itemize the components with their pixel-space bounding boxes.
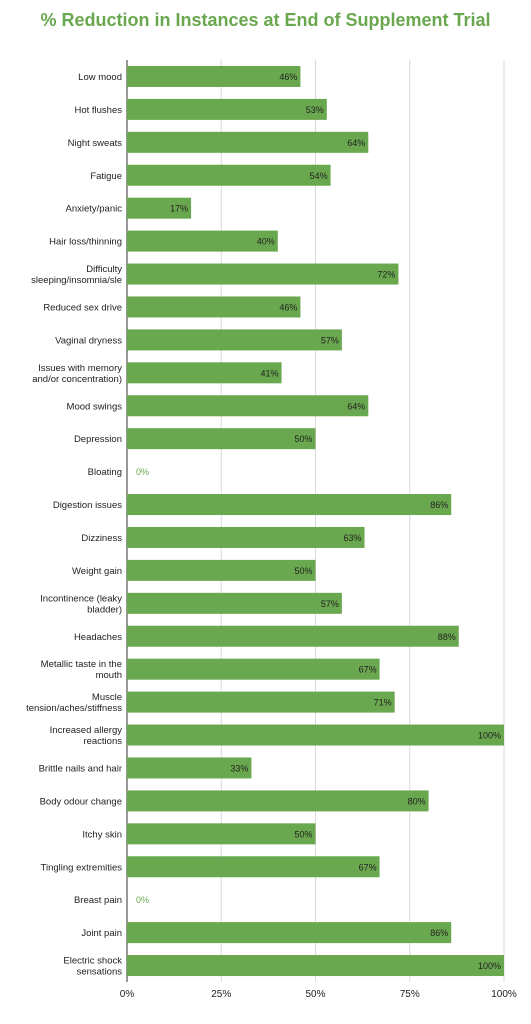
category-label: Anxiety/panic [65,204,122,215]
category-label: Night sweats [68,138,123,149]
data-label: 53% [306,105,324,115]
data-label: 88% [438,632,456,642]
bar [127,691,395,713]
category-label: Hair loss/thinning [49,237,122,248]
data-label: 50% [294,566,312,576]
bar [127,296,301,318]
data-label: 40% [257,237,275,247]
bar [127,164,331,186]
bar [127,823,316,845]
category-label: Body odour change [40,796,122,807]
bar [127,197,192,219]
category-label: Dizziness [81,533,122,544]
bar [127,757,252,779]
bar [127,230,278,252]
data-label: 46% [279,72,297,82]
bar [127,263,399,285]
data-label: 46% [279,302,297,312]
category-label: Depression [74,434,122,445]
data-label: 100% [478,961,501,971]
category-label: Itchy skin [82,829,122,840]
data-label: 54% [310,171,328,181]
category-label: Increased allergy reactions [50,725,123,747]
x-tick-label: 50% [305,989,325,1000]
data-label: 33% [230,763,248,773]
bar [127,856,380,878]
category-label: Bloating [88,467,122,478]
data-label: 0% [136,467,149,477]
bar [127,658,380,680]
bar [127,625,459,647]
category-label: Joint pain [81,928,122,939]
category-label: Difficulty sleeping/insomnia/sle [31,264,122,286]
category-label: Brittle nails and hair [39,763,122,774]
data-label: 57% [321,599,339,609]
x-tick-label: 0% [120,989,135,1000]
data-label: 64% [347,401,365,411]
data-label: 86% [430,500,448,510]
bar [127,922,452,944]
bar [127,362,282,384]
data-label: 63% [343,533,361,543]
bar [127,494,452,516]
category-label: Reduced sex drive [43,302,122,313]
bar [127,724,504,746]
chart-title: % Reduction in Instances at End of Suppl… [40,10,491,30]
bar [127,329,342,351]
category-label: Digestion issues [53,500,122,511]
bar [127,131,369,153]
bar [127,955,504,977]
bar [127,428,316,450]
bar [127,592,342,614]
x-tick-label: 75% [400,989,420,1000]
data-label: 71% [374,698,392,708]
data-label: 67% [359,862,377,872]
data-label: 17% [170,204,188,214]
bar [127,790,429,812]
category-label: Weight gain [72,566,122,577]
bar [127,65,301,87]
data-label: 100% [478,731,501,741]
category-label: Issues with memory and/or concentration) [32,363,122,385]
data-label: 0% [136,895,149,905]
data-label: 41% [261,368,279,378]
category-label: Vaginal dryness [55,335,122,346]
category-label: Metallic taste in the mouth [41,659,122,681]
category-label: Breast pain [74,895,122,906]
bar [127,526,365,548]
data-label: 50% [294,829,312,839]
data-label: 67% [359,665,377,675]
bar [127,395,369,417]
category-label: Headaches [74,632,122,643]
bar [127,98,327,120]
data-label: 86% [430,928,448,938]
category-label: Hot flushes [74,105,122,116]
category-label: Tingling extremities [41,862,123,873]
bar [127,559,316,581]
data-label: 57% [321,335,339,345]
category-label: Low mood [78,72,122,83]
data-label: 72% [377,270,395,280]
data-label: 64% [347,138,365,148]
data-label: 80% [408,796,426,806]
category-label: Fatigue [90,171,122,182]
category-label: Electric shock sensations [63,956,122,978]
category-label: Mood swings [67,401,123,412]
x-tick-label: 25% [211,989,231,1000]
category-label: Muscle tension/aches/stiffness [26,692,122,714]
x-tick-label: 100% [491,989,517,1000]
data-label: 50% [294,434,312,444]
category-label: Incontinence (leaky bladder) [40,593,122,615]
